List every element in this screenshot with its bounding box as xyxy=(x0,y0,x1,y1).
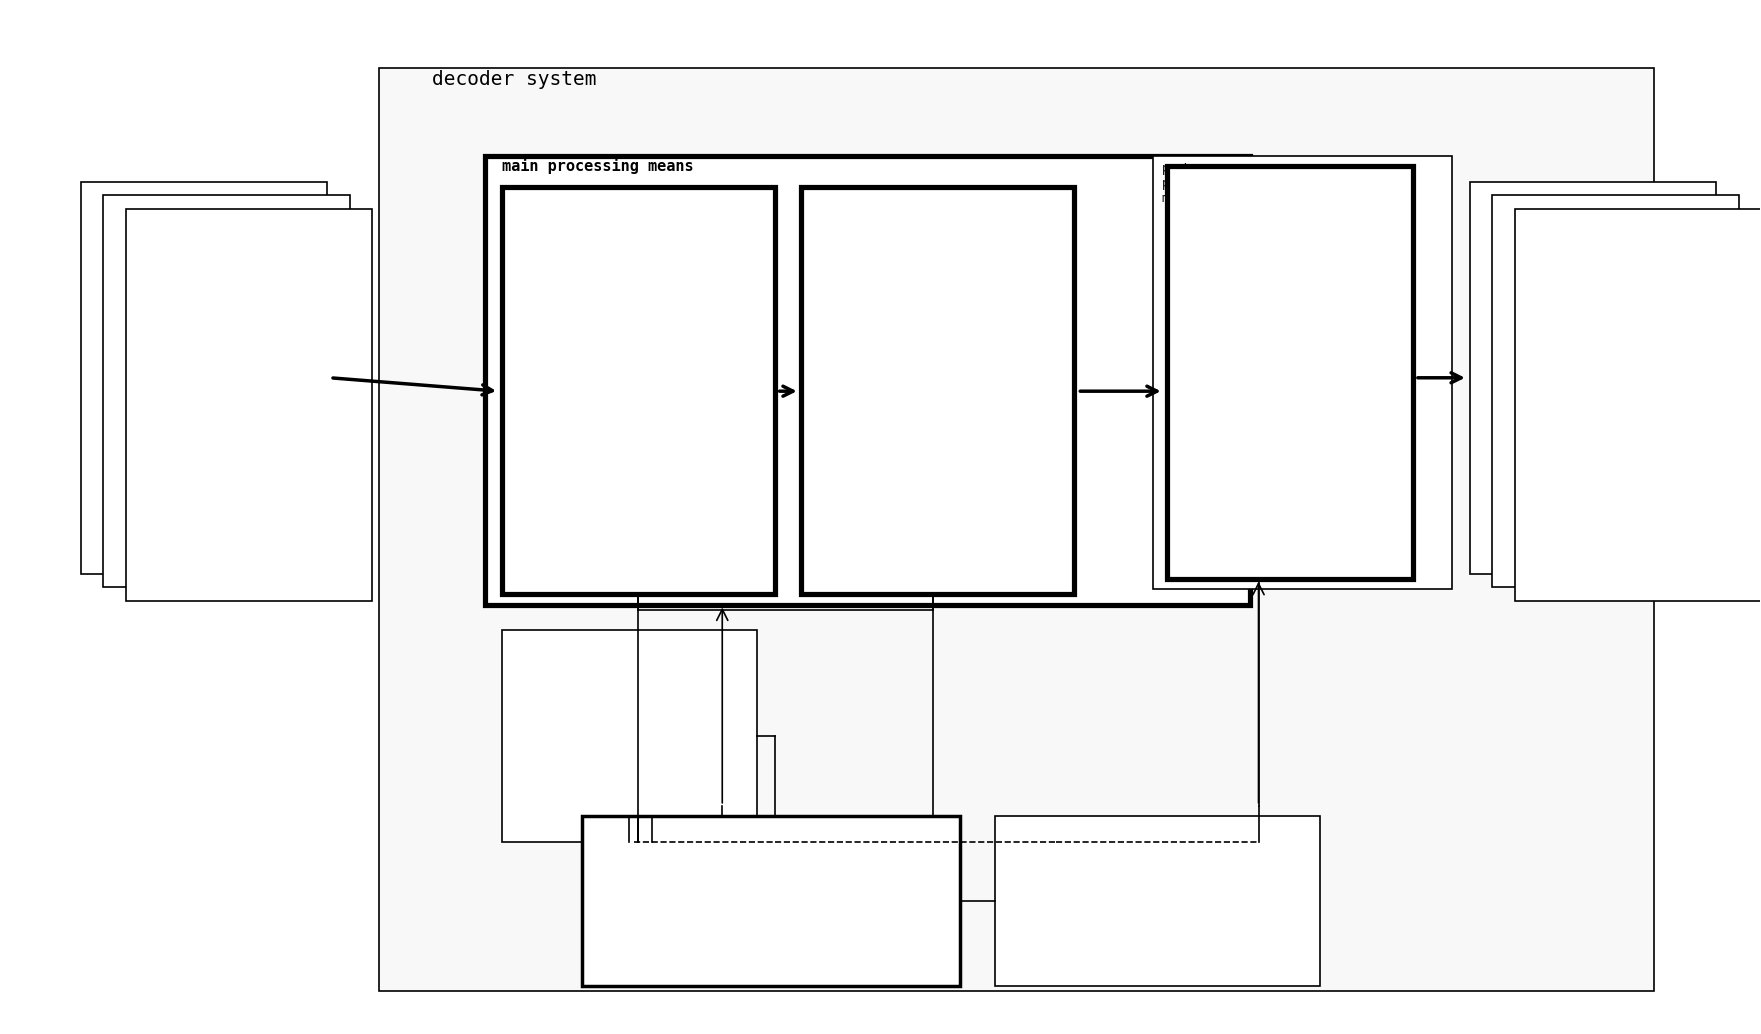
FancyBboxPatch shape xyxy=(81,182,326,574)
FancyBboxPatch shape xyxy=(484,156,1250,605)
FancyBboxPatch shape xyxy=(1469,182,1715,574)
Text: main processing means: main processing means xyxy=(502,157,694,174)
FancyBboxPatch shape xyxy=(502,187,775,595)
Text: De-
block
means: De- block means xyxy=(1180,383,1226,433)
FancyBboxPatch shape xyxy=(1514,209,1761,601)
Text: post-
processing
means: post- processing means xyxy=(1162,162,1233,206)
Text: encoded
video
frame: encoded video frame xyxy=(166,348,241,407)
FancyBboxPatch shape xyxy=(801,187,1074,595)
FancyBboxPatch shape xyxy=(1153,156,1451,589)
FancyBboxPatch shape xyxy=(379,68,1654,992)
FancyBboxPatch shape xyxy=(1492,195,1738,587)
FancyBboxPatch shape xyxy=(995,816,1321,986)
Text: decoded
video
frame: decoded video frame xyxy=(1555,348,1631,407)
FancyBboxPatch shape xyxy=(502,631,757,842)
Text: Decoder
control
unit: Decoder control unit xyxy=(514,646,579,696)
Text: Inverse
trans-
forma-
tion
means: Inverse trans- forma- tion means xyxy=(814,398,877,483)
Text: decoder system: decoder system xyxy=(431,70,597,89)
FancyBboxPatch shape xyxy=(127,209,372,601)
FancyBboxPatch shape xyxy=(1168,166,1414,579)
FancyBboxPatch shape xyxy=(581,816,960,986)
Text: Deblock
performance
analysis unit: Deblock performance analysis unit xyxy=(1007,824,1116,871)
Text: Motion
pred-
iction
means: Motion pred- iction means xyxy=(516,398,571,465)
Text: main processing
performance
analysis unit: main processing performance analysis uni… xyxy=(593,824,720,871)
FancyBboxPatch shape xyxy=(104,195,349,587)
